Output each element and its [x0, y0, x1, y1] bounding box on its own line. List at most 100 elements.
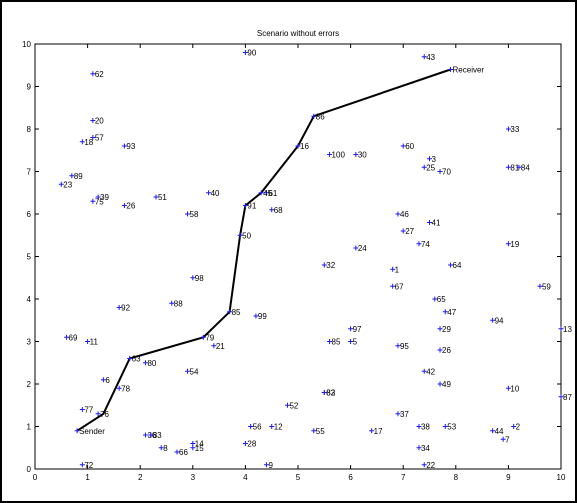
point-label: 21 — [216, 342, 225, 351]
point-label: 34 — [421, 444, 430, 453]
point-label: 95 — [400, 342, 409, 351]
data-point: 83 — [148, 431, 162, 440]
point-label: 89 — [74, 172, 83, 181]
data-point: 25 — [421, 163, 436, 172]
data-point: 29 — [437, 325, 451, 334]
point-label: 42 — [426, 367, 435, 376]
data-point: 78 — [116, 384, 131, 393]
data-point: 22 — [421, 461, 436, 470]
point-label: 80 — [147, 359, 156, 368]
data-point: 60 — [400, 142, 415, 151]
point-label: 92 — [121, 304, 130, 313]
data-point: 81 — [505, 163, 520, 172]
data-point: 53 — [442, 423, 457, 432]
point-label: 7 — [505, 435, 510, 444]
point-label: 84 — [521, 163, 530, 172]
data-point: 67 — [390, 282, 404, 291]
data-point: 79 — [200, 333, 215, 342]
data-point: 76 — [95, 410, 110, 419]
data-point: 44 — [490, 427, 504, 436]
point-label: 37 — [400, 410, 409, 419]
data-point: 70 — [437, 168, 451, 177]
point-label: 54 — [190, 367, 199, 376]
data-point: 3 — [427, 155, 437, 164]
point-label: 68 — [274, 206, 283, 215]
x-tick-label: 8 — [454, 473, 459, 482]
data-point: 41 — [427, 219, 441, 228]
data-point: 21 — [211, 342, 225, 351]
point-label: 55 — [316, 427, 325, 436]
data-point: 88 — [169, 299, 183, 308]
data-point: 24 — [353, 244, 367, 253]
point-label: 40 — [211, 189, 220, 198]
data-point: 54 — [185, 367, 199, 376]
data-point: 51 — [153, 193, 167, 202]
data-point: 38 — [416, 423, 430, 432]
point-label: 22 — [426, 461, 435, 470]
data-point: 68 — [269, 206, 283, 215]
data-point: 84 — [516, 163, 530, 172]
data-point: 43 — [421, 53, 436, 62]
data-point: 83 — [321, 389, 336, 398]
data-point: 47 — [442, 308, 457, 317]
point-label: 57 — [95, 134, 104, 143]
point-label: 100 — [332, 151, 346, 160]
point-label: 94 — [495, 316, 504, 325]
x-tick-label: 2 — [138, 473, 143, 482]
data-point: 85 — [327, 338, 341, 347]
data-point: 16 — [295, 142, 309, 151]
point-label: 78 — [121, 384, 130, 393]
y-tick-label: 1 — [27, 423, 32, 432]
data-point: 8 — [158, 444, 168, 453]
data-point: 87 — [558, 393, 572, 402]
y-tick-label: 4 — [27, 295, 32, 304]
x-tick-label: 9 — [506, 473, 511, 482]
x-tick-label: 0 — [33, 473, 38, 482]
point-label: 50 — [242, 231, 251, 240]
y-tick-label: 3 — [27, 338, 32, 347]
point-label: 5 — [353, 338, 358, 347]
point-label: 97 — [353, 325, 362, 334]
data-point: 65 — [432, 295, 446, 304]
data-point: 15 — [190, 444, 204, 453]
point-label: 41 — [432, 219, 441, 228]
point-label: 87 — [563, 393, 572, 402]
point-label: 81 — [510, 163, 519, 172]
y-tick-label: 7 — [27, 168, 32, 177]
data-point: 97 — [348, 325, 362, 334]
point-label: 51 — [158, 193, 167, 202]
point-label: 77 — [84, 406, 93, 415]
point-label: 53 — [447, 423, 456, 432]
data-point: 95 — [395, 342, 409, 351]
data-point: 28 — [242, 440, 257, 449]
data-point: 100 — [327, 151, 345, 160]
point-label: 10 — [510, 384, 519, 393]
data-point: Receiver — [448, 66, 484, 75]
data-point: 61 — [263, 189, 278, 198]
point-label: 63 — [132, 355, 141, 364]
y-tick-label: 10 — [22, 40, 31, 49]
point-label: 86 — [316, 112, 325, 121]
point-label: 17 — [374, 427, 383, 436]
data-point: 64 — [448, 261, 462, 270]
point-label: 65 — [437, 295, 446, 304]
x-tick-label: 3 — [191, 473, 196, 482]
point-label: 59 — [542, 282, 551, 291]
point-label: 90 — [247, 49, 256, 58]
point-label: 20 — [95, 117, 104, 126]
point-label: 26 — [442, 346, 451, 355]
point-label: 82 — [326, 389, 335, 398]
chart-title: Scenario without errors — [257, 29, 339, 38]
data-point: 10 — [505, 384, 520, 393]
data-point: 32 — [321, 261, 336, 270]
data-point: 63 — [127, 355, 141, 364]
data-point: 37 — [395, 410, 409, 419]
x-tick-label: 4 — [243, 473, 248, 482]
data-point: 6 — [100, 376, 110, 385]
point-label: 33 — [510, 125, 519, 134]
data-point: 20 — [90, 117, 104, 126]
data-point: 50 — [237, 231, 252, 240]
data-point: 55 — [311, 427, 325, 436]
data-point: 56 — [248, 423, 262, 432]
